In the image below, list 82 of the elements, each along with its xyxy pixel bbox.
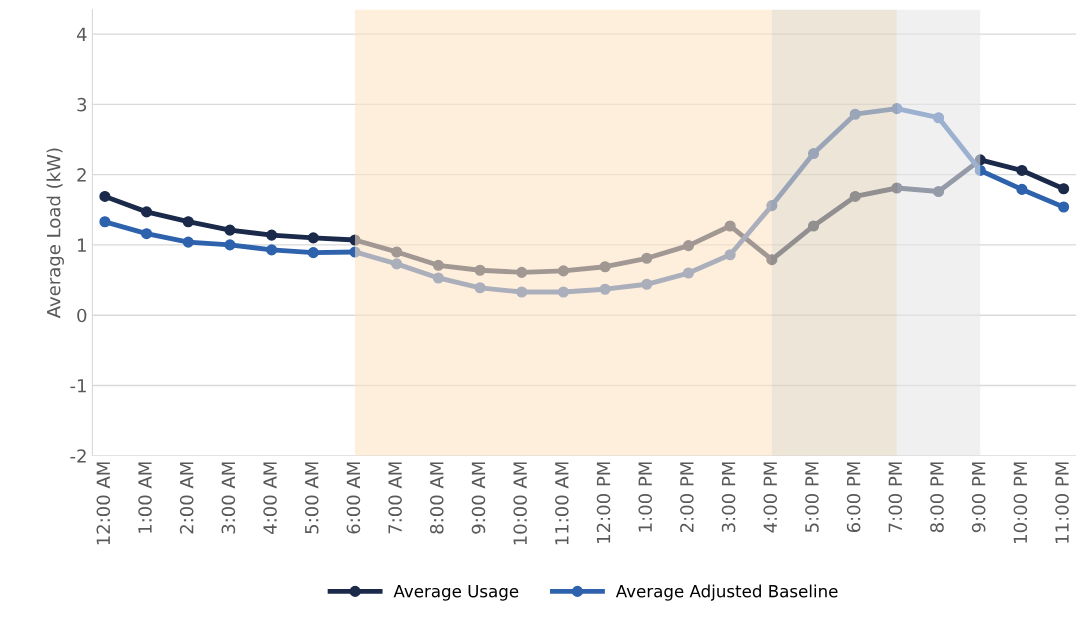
point (1058, 201, 1070, 213)
point (474, 264, 486, 276)
point (474, 282, 486, 294)
x-tick-label: 7:00 AM (388, 462, 402, 534)
x-tick-label: 8:00 PM (930, 462, 944, 533)
point (807, 220, 820, 232)
point (849, 108, 861, 120)
legend-label: Average Usage (393, 585, 519, 601)
y-tick-label: -2 (70, 449, 86, 463)
point (224, 224, 236, 236)
point (307, 247, 319, 259)
x-tick-label: 1:00 AM (138, 462, 152, 533)
point (307, 232, 319, 244)
point (599, 261, 611, 273)
point (724, 249, 736, 261)
point (933, 185, 945, 198)
point (99, 216, 111, 228)
point (224, 239, 236, 251)
point (599, 283, 611, 295)
point (557, 286, 569, 298)
x-tick-label: 4:00 PM (763, 462, 778, 533)
x-tick-label: 10:00 PM (1013, 462, 1028, 543)
x-tick-label: 8:00 AM (429, 462, 444, 534)
y-tick-label: 0 (77, 308, 87, 323)
point (266, 229, 278, 241)
point (766, 254, 778, 266)
point (682, 240, 695, 252)
point (182, 236, 194, 248)
legend-label: Average Adjusted Baseline (615, 584, 838, 601)
y-tick-label: 1 (78, 238, 86, 252)
point (391, 258, 403, 270)
point (933, 112, 945, 124)
point (641, 278, 653, 290)
point (641, 252, 653, 264)
x-tick-label: 6:00 PM (846, 462, 861, 533)
point (1016, 164, 1028, 176)
x-tick-label: 9:00 PM (971, 462, 986, 533)
point (432, 272, 444, 284)
point (391, 246, 403, 258)
point (432, 259, 444, 271)
point (766, 200, 778, 212)
point (516, 286, 528, 298)
point (974, 154, 986, 166)
point (349, 246, 361, 258)
y-tick-label: -1 (70, 379, 86, 393)
x-tick-label: 12:00 AM (96, 462, 111, 545)
x-tick-label: 1:00 PM (638, 462, 653, 532)
x-tick-label: 3:00 PM (721, 462, 736, 532)
point (891, 182, 903, 194)
x-tick-label: 5:00 PM (805, 462, 819, 532)
point (141, 206, 153, 218)
x-tick-label: 5:00 AM (304, 462, 319, 534)
point (849, 190, 861, 202)
point (1058, 183, 1070, 195)
point (891, 103, 903, 115)
x-tick-label: 12:00 PM (596, 462, 611, 543)
x-tick-label: 4:00 AM (263, 462, 277, 534)
point (682, 267, 695, 279)
y-tick-label: 3 (77, 97, 87, 112)
x-tick-label: 3:00 AM (221, 462, 236, 534)
x-tick-label: 7:00 PM (888, 462, 903, 532)
x-tick-label: 6:00 AM (346, 462, 361, 534)
y-tick-label: 2 (77, 168, 86, 182)
x-tick-label: 10:00 AM (513, 462, 527, 545)
point (724, 220, 736, 232)
point (807, 148, 820, 160)
point (349, 234, 361, 246)
y-axis-title: Average Load (kW) (46, 148, 64, 319)
point (141, 228, 153, 240)
point (557, 265, 569, 277)
point (182, 216, 194, 228)
point (1016, 183, 1028, 195)
x-tick-label: 9:00 AM (471, 462, 486, 534)
x-tick-label: 2:00 PM (680, 462, 694, 533)
x-tick-label: 11:00 PM (1055, 462, 1069, 543)
point (516, 266, 528, 278)
x-tick-label: 2:00 AM (179, 462, 194, 534)
y-tick-label: 4 (76, 27, 87, 41)
x-tick-label: 11:00 AM (555, 462, 569, 545)
point (99, 190, 111, 202)
point (266, 244, 278, 256)
point (974, 164, 986, 176)
